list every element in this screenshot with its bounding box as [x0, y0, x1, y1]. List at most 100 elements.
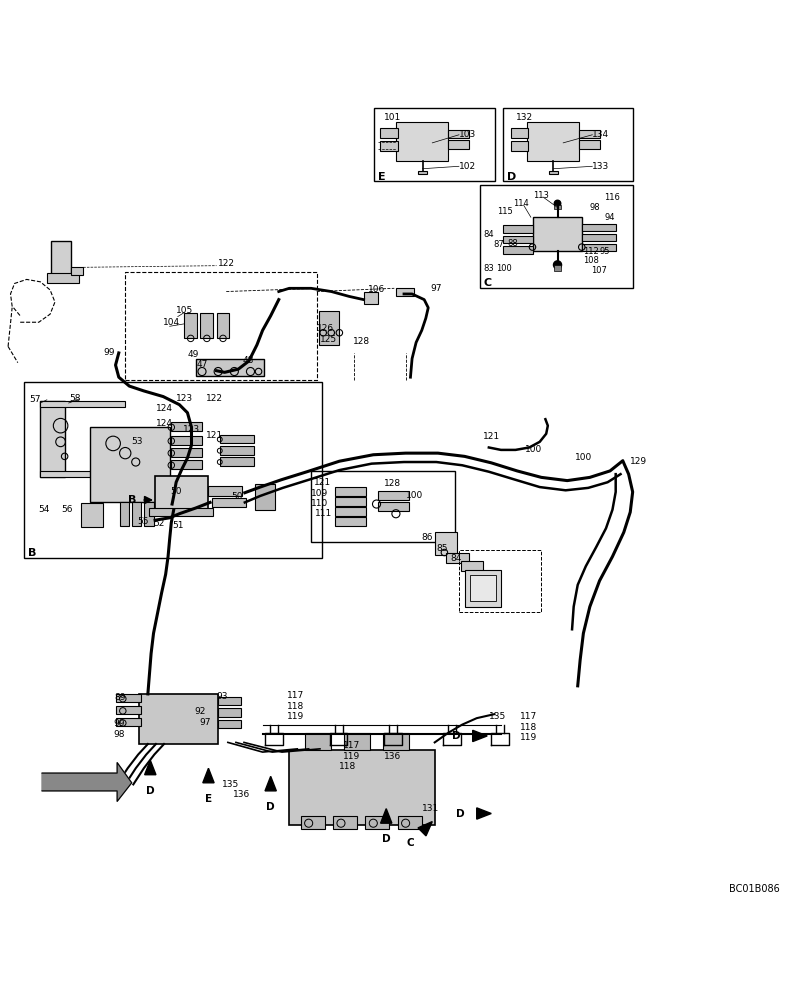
- Bar: [380, 141, 398, 151]
- Text: 135: 135: [489, 712, 506, 721]
- Bar: [365, 816, 389, 829]
- Text: 84: 84: [451, 554, 462, 563]
- Text: 124: 124: [156, 404, 173, 413]
- Text: 110: 110: [311, 499, 328, 508]
- Text: E: E: [205, 794, 212, 804]
- Text: 114: 114: [513, 199, 528, 208]
- Bar: [116, 694, 141, 702]
- Bar: [71, 267, 83, 275]
- Polygon shape: [145, 760, 156, 775]
- Text: 119: 119: [287, 712, 304, 721]
- Bar: [90, 427, 170, 502]
- Bar: [335, 517, 366, 526]
- Bar: [378, 502, 409, 511]
- Bar: [582, 224, 616, 231]
- Text: 136: 136: [384, 752, 401, 761]
- Bar: [220, 435, 254, 443]
- Text: 129: 129: [630, 457, 647, 466]
- Bar: [40, 471, 125, 477]
- Text: 98: 98: [113, 730, 124, 739]
- Bar: [47, 273, 79, 283]
- Text: 117: 117: [343, 741, 360, 750]
- Polygon shape: [381, 809, 392, 823]
- Bar: [383, 733, 409, 750]
- Text: 97: 97: [200, 718, 211, 727]
- Text: 84: 84: [483, 230, 494, 239]
- Bar: [579, 140, 600, 149]
- Text: 123: 123: [183, 425, 200, 434]
- Text: 112: 112: [583, 247, 599, 256]
- Bar: [305, 733, 331, 750]
- Bar: [144, 502, 154, 526]
- Bar: [582, 234, 616, 241]
- Text: 49: 49: [187, 350, 199, 359]
- Bar: [218, 720, 241, 728]
- Text: 53: 53: [131, 437, 142, 446]
- Bar: [554, 265, 561, 271]
- Bar: [220, 457, 254, 466]
- Text: 54: 54: [38, 505, 49, 514]
- Bar: [220, 446, 254, 455]
- Text: C: C: [406, 838, 415, 848]
- Bar: [396, 288, 414, 296]
- Bar: [503, 108, 633, 181]
- Text: 106: 106: [368, 285, 385, 294]
- Text: 99: 99: [103, 348, 115, 357]
- Bar: [81, 503, 103, 527]
- Bar: [374, 108, 495, 181]
- Text: 92: 92: [194, 707, 205, 716]
- Polygon shape: [473, 730, 487, 742]
- Bar: [527, 122, 579, 161]
- Bar: [446, 553, 469, 563]
- Text: C: C: [484, 278, 492, 288]
- Bar: [40, 401, 65, 477]
- Text: 50: 50: [231, 492, 242, 501]
- Text: 87: 87: [493, 240, 503, 249]
- Text: 89: 89: [115, 693, 126, 702]
- Bar: [344, 733, 370, 750]
- Text: 50: 50: [170, 487, 182, 496]
- Text: D: D: [507, 172, 516, 182]
- Bar: [155, 476, 208, 510]
- Bar: [116, 718, 141, 726]
- Bar: [582, 244, 616, 251]
- Text: 122: 122: [206, 394, 223, 403]
- Circle shape: [553, 261, 562, 269]
- Text: 86: 86: [422, 533, 433, 542]
- Bar: [200, 313, 213, 338]
- Text: 100: 100: [406, 491, 423, 500]
- Polygon shape: [477, 808, 491, 819]
- Polygon shape: [42, 763, 132, 801]
- Bar: [24, 382, 322, 558]
- Bar: [396, 122, 448, 161]
- Bar: [51, 241, 71, 275]
- Text: 123: 123: [176, 394, 193, 403]
- Bar: [579, 130, 600, 138]
- Bar: [171, 460, 202, 469]
- Text: 95: 95: [600, 247, 610, 256]
- Text: E: E: [378, 172, 385, 182]
- Bar: [418, 171, 427, 174]
- Text: 107: 107: [591, 266, 608, 275]
- Text: 113: 113: [533, 191, 549, 200]
- Polygon shape: [203, 768, 214, 783]
- Text: 111: 111: [315, 509, 332, 518]
- Bar: [301, 816, 325, 829]
- Bar: [171, 436, 202, 445]
- Bar: [364, 292, 378, 304]
- Text: B: B: [128, 495, 136, 505]
- Text: D: D: [452, 731, 461, 741]
- Text: BC01B086: BC01B086: [729, 884, 780, 894]
- Bar: [120, 502, 129, 526]
- Bar: [554, 205, 561, 209]
- Text: 88: 88: [507, 239, 518, 248]
- Text: 118: 118: [339, 762, 356, 771]
- Text: 83: 83: [483, 264, 494, 273]
- Text: 104: 104: [163, 318, 180, 327]
- Text: D: D: [146, 786, 154, 796]
- Text: 108: 108: [583, 256, 600, 265]
- Bar: [333, 816, 357, 829]
- Bar: [311, 471, 455, 542]
- Bar: [480, 185, 633, 288]
- Bar: [335, 487, 366, 496]
